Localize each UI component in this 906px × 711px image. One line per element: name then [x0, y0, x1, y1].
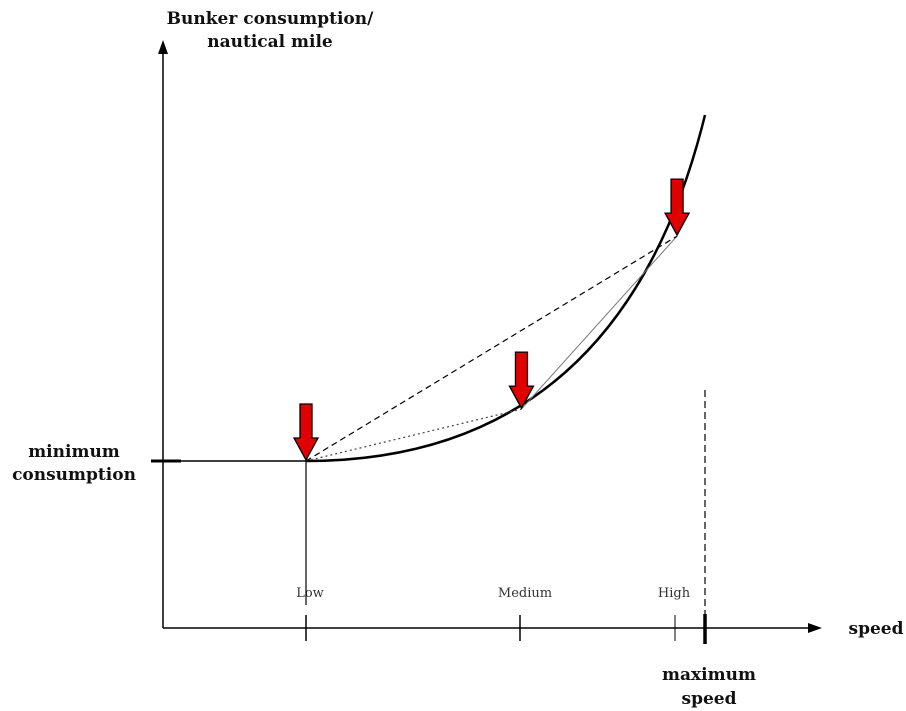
arrows-layer: [292, 178, 691, 462]
y-axis-title-line-2: nautical mile: [207, 32, 333, 52]
arrow-medium: [508, 351, 535, 410]
connector-medium-high: [521, 235, 678, 410]
minimum-consumption-label-line-2: consumption: [12, 465, 136, 485]
consumption-curve: [305, 114, 707, 463]
connector-low-high: [305, 235, 678, 462]
tick-label-high: High: [658, 586, 691, 601]
y-axis-arrowhead: [158, 40, 168, 54]
max-speed-label-line-2: speed: [682, 689, 737, 709]
tick-label-medium: Medium: [498, 586, 552, 601]
x-axis-title: speed: [849, 619, 904, 639]
arrow-high: [663, 178, 691, 237]
minimum-consumption-label-line-1: minimum: [28, 442, 120, 462]
max-speed-label-line-1: maximum: [662, 665, 756, 685]
arrow-low: [292, 403, 320, 462]
connector-low-medium: [305, 408, 522, 462]
x-axis-arrowhead: [808, 623, 822, 633]
y-axis-title-line-1: Bunker consumption/: [167, 9, 374, 29]
tick-label-low: Low: [296, 586, 324, 601]
connectors-layer: [305, 235, 678, 462]
